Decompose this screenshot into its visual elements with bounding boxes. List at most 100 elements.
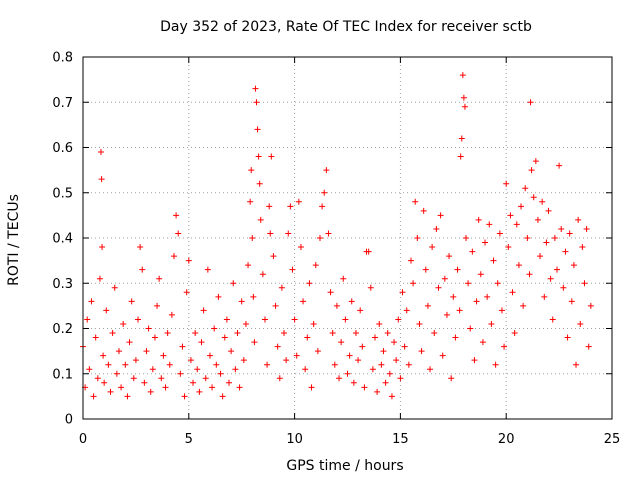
data-point bbox=[285, 230, 292, 237]
data-point bbox=[105, 361, 112, 368]
x-axis-ticks: 0 5 10 15 20 25 bbox=[79, 57, 620, 447]
data-point bbox=[329, 330, 336, 337]
data-point bbox=[323, 167, 330, 174]
data-point bbox=[570, 262, 577, 269]
data-point bbox=[211, 325, 218, 332]
data-point bbox=[185, 257, 192, 264]
data-point bbox=[213, 361, 220, 368]
data-point bbox=[543, 239, 550, 246]
data-point bbox=[414, 235, 421, 241]
data-point bbox=[192, 330, 199, 337]
data-point bbox=[401, 343, 408, 350]
data-point bbox=[151, 334, 158, 341]
data-point bbox=[530, 194, 537, 201]
data-point bbox=[120, 320, 127, 327]
data-point bbox=[194, 366, 201, 373]
data-point bbox=[492, 361, 499, 368]
data-point bbox=[527, 99, 534, 106]
data-point bbox=[103, 307, 110, 314]
data-point bbox=[564, 334, 571, 341]
data-point bbox=[410, 280, 417, 287]
data-point bbox=[230, 280, 237, 287]
data-point bbox=[583, 225, 590, 232]
data-point bbox=[484, 293, 491, 300]
data-point bbox=[545, 207, 552, 214]
data-point bbox=[355, 357, 362, 364]
x-axis-label: GPS time / hours bbox=[286, 458, 403, 474]
data-point bbox=[149, 366, 156, 373]
data-point bbox=[539, 198, 546, 205]
data-point bbox=[511, 330, 518, 337]
data-point bbox=[457, 153, 464, 160]
data-point bbox=[427, 366, 434, 373]
data-point bbox=[369, 366, 376, 373]
data-point bbox=[122, 361, 129, 368]
data-point bbox=[405, 361, 412, 368]
data-point bbox=[226, 379, 233, 386]
data-point bbox=[407, 257, 414, 264]
data-point bbox=[412, 198, 419, 205]
y-tick-label: 0.7 bbox=[52, 96, 73, 111]
data-point bbox=[395, 316, 402, 323]
data-point bbox=[482, 239, 489, 246]
data-point bbox=[573, 361, 580, 368]
data-point bbox=[145, 325, 152, 332]
data-point bbox=[126, 339, 133, 346]
data-point bbox=[92, 334, 99, 341]
data-point bbox=[255, 153, 262, 160]
data-point bbox=[488, 320, 495, 327]
data-point bbox=[181, 393, 188, 400]
data-point bbox=[196, 388, 203, 395]
data-point bbox=[137, 244, 144, 251]
data-point bbox=[274, 343, 281, 350]
data-point bbox=[247, 198, 254, 205]
data-point bbox=[154, 302, 161, 309]
data-point bbox=[439, 352, 446, 359]
data-point bbox=[386, 370, 393, 377]
data-point bbox=[528, 167, 535, 174]
data-point bbox=[587, 302, 594, 309]
data-point bbox=[388, 393, 395, 400]
data-point bbox=[416, 320, 423, 327]
data-point bbox=[98, 176, 105, 183]
y-tick-label: 0.5 bbox=[52, 186, 73, 201]
y-tick-label: 0.8 bbox=[52, 51, 73, 66]
data-point bbox=[515, 262, 522, 269]
y-tick-label: 0.2 bbox=[52, 322, 73, 337]
data-point bbox=[393, 357, 400, 364]
data-point bbox=[418, 348, 425, 355]
data-point bbox=[568, 298, 575, 305]
data-point bbox=[236, 384, 243, 391]
data-point bbox=[115, 348, 122, 355]
data-point bbox=[238, 298, 245, 305]
data-point bbox=[357, 307, 364, 314]
data-point bbox=[566, 230, 573, 237]
data-point bbox=[259, 271, 266, 278]
data-point bbox=[435, 284, 442, 291]
data-point bbox=[209, 384, 216, 391]
data-point bbox=[183, 289, 190, 296]
data-point bbox=[382, 379, 389, 386]
data-point bbox=[359, 343, 366, 350]
data-point bbox=[350, 379, 357, 386]
data-point bbox=[342, 316, 349, 323]
data-point bbox=[325, 230, 332, 237]
x-tick-label: 5 bbox=[185, 432, 193, 447]
data-point bbox=[88, 298, 95, 305]
data-point bbox=[124, 393, 131, 400]
data-point bbox=[256, 180, 263, 187]
data-point bbox=[522, 185, 529, 192]
data-point bbox=[170, 253, 177, 260]
data-point bbox=[90, 393, 97, 400]
data-point bbox=[270, 253, 277, 260]
data-points bbox=[80, 72, 594, 400]
data-point bbox=[96, 275, 103, 282]
data-point bbox=[479, 339, 486, 346]
data-point bbox=[94, 375, 101, 382]
data-point bbox=[253, 99, 260, 106]
data-point bbox=[293, 352, 300, 359]
data-point bbox=[289, 266, 296, 273]
x-tick-label: 15 bbox=[392, 432, 409, 447]
data-point bbox=[132, 357, 139, 364]
